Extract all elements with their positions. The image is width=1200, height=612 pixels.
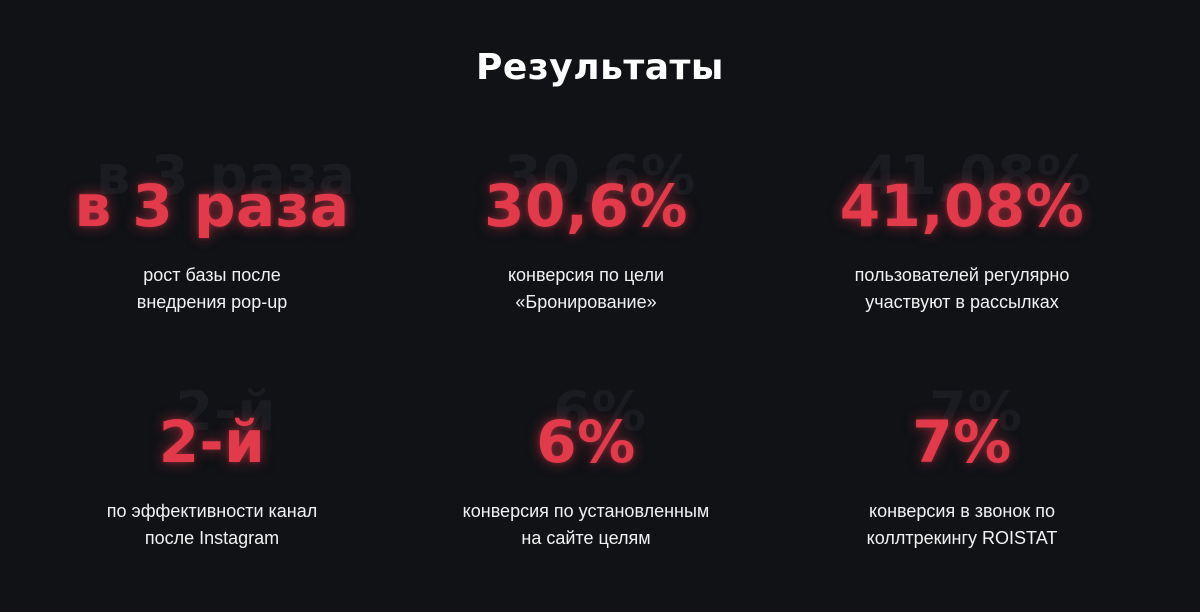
stat-description: по эффективности канал после Instagram [106, 501, 318, 548]
stat-card: 41,08% 41,08% пользователей регулярно уч… [772, 146, 1152, 316]
stat-value: 41,08% [839, 172, 1085, 240]
stat-description: конверсия по установленным на сайте целя… [462, 501, 710, 548]
stat-card: 6% 6% конверсия по установленным на сайт… [396, 382, 776, 552]
stat-value: 30,6% [484, 172, 688, 240]
stat-value-shadow: в 3 раза [95, 144, 357, 207]
section-title: Результаты [476, 47, 724, 88]
stat-description: пользователей регулярно участвуют в расс… [854, 265, 1070, 312]
stat-value: 6% [536, 408, 636, 476]
stat-value: 2-й [158, 408, 266, 476]
stat-description: конверсия в звонок по коллтрекингу ROIST… [866, 501, 1058, 548]
stat-card: 2-й 2-й по эффективности канал после Ins… [22, 382, 402, 552]
stat-description: конверсия по цели «Бронирование» [507, 265, 665, 312]
stat-value-shadow: 2-й [175, 380, 277, 443]
stat-description: рост базы после внедрения pop-up [136, 265, 288, 312]
stat-value: в 3 раза [74, 172, 350, 240]
stat-card: 7% 7% конверсия в звонок по коллтрекингу… [772, 382, 1152, 552]
stat-value-shadow: 30,6% [503, 144, 697, 207]
stat-card: в 3 раза в 3 раза рост базы после внедре… [22, 146, 402, 316]
stat-card: 30,6% 30,6% конверсия по цели «Бронирова… [396, 146, 776, 316]
stat-value-shadow: 6% [553, 380, 647, 443]
stat-value: 7% [912, 408, 1012, 476]
stat-value-shadow: 7% [929, 380, 1023, 443]
stat-value-shadow: 41,08% [860, 144, 1092, 207]
